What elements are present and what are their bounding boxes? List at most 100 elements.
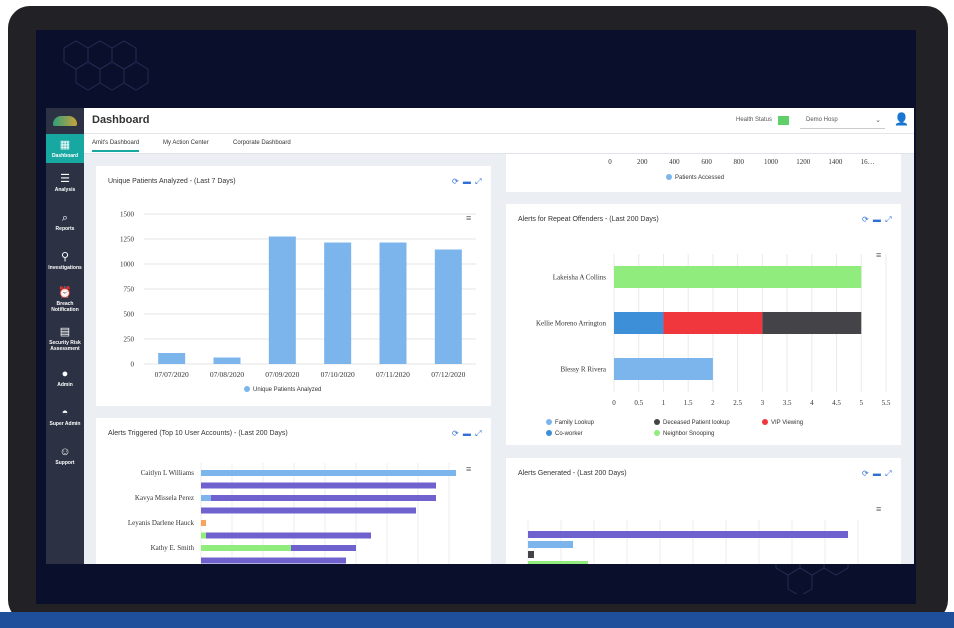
sidebar-item-label: Security Risk Assessment xyxy=(49,339,81,352)
bar-segment[interactable] xyxy=(614,266,862,288)
alerts-triggered-chart: Caitlyn L Williams Kavya Missela Perez Ley… xyxy=(128,463,456,564)
x-tick-label: 4 xyxy=(810,399,814,407)
chart-legend-item[interactable]: Co-worker xyxy=(546,430,583,437)
bar-segment[interactable] xyxy=(614,358,713,380)
bar-segment[interactable] xyxy=(528,541,573,548)
bar-segment[interactable] xyxy=(201,532,206,539)
card-toolbar-icons[interactable]: ⟳ ▬ ⤢ xyxy=(452,177,483,186)
card-title: Unique Patients Analyzed - (Last 7 Days) xyxy=(108,178,236,185)
bar-segment[interactable] xyxy=(206,532,371,539)
bar-segment[interactable] xyxy=(528,561,588,564)
sidebar-item-reports[interactable]: ⌕ Reports xyxy=(46,202,84,241)
chart-menu-icon[interactable]: ≡ xyxy=(876,250,882,260)
card-title: Alerts Triggered (Top 10 User Accounts) … xyxy=(108,430,288,437)
card-toolbar-icons[interactable]: ⟳ ▬ ⤢ xyxy=(452,429,483,438)
app-logo xyxy=(46,108,84,134)
sidebar-item-investigations[interactable]: ⚲ Investigations xyxy=(46,241,84,280)
bar[interactable] xyxy=(213,357,241,365)
x-tick-label: 07/09/2020 xyxy=(265,370,299,379)
y-category-label: Kathy E. Smith xyxy=(151,544,195,552)
chart-legend-item[interactable]: VIP Viewing xyxy=(762,419,803,426)
dashboard-icon: ▦ xyxy=(59,138,71,151)
card-toolbar-icons[interactable]: ⟳ ▬ ⤢ xyxy=(862,469,893,478)
x-tick-label: 800 xyxy=(734,158,745,166)
x-tick-label: 1 xyxy=(662,399,666,407)
chart-menu-icon[interactable]: ≡ xyxy=(466,464,472,474)
bar-segment[interactable] xyxy=(528,531,848,538)
chart-legend[interactable]: Patients Accessed xyxy=(666,174,724,181)
bar[interactable] xyxy=(434,249,462,365)
sidebar-item-breach-notification[interactable]: ⏰ Breach Notification xyxy=(46,280,84,319)
sidebar-item-label: Analysis xyxy=(54,186,76,193)
repeat-offenders-chart: 0 0.5 1 1.5 2 2.5 3 3.5 4 4.5 5 5.5 Lakeisha A Colli… xyxy=(536,254,891,407)
bar-segment[interactable] xyxy=(201,520,206,526)
alerts-generated-chart xyxy=(527,520,859,564)
bar-segment[interactable] xyxy=(201,557,346,564)
sidebar-item-security-risk-assessment[interactable]: ▤ Security Risk Assessment xyxy=(46,319,84,358)
health-status-indicator xyxy=(778,116,789,125)
x-tick-label: 07/10/2020 xyxy=(321,370,355,379)
tab-my-action-center[interactable]: My Action Center xyxy=(163,140,209,146)
x-tick-label: 16… xyxy=(861,158,875,166)
chart-legend-item[interactable]: Family Lookup xyxy=(546,419,594,426)
chart-menu-icon[interactable]: ≡ xyxy=(876,504,882,514)
chevron-down-icon: ⌄ xyxy=(875,117,881,124)
background-strip xyxy=(0,612,954,628)
bar-segment[interactable] xyxy=(614,312,664,334)
y-category-label: Leyanis Darlene Hauck xyxy=(128,519,195,527)
x-tick-label: 200 xyxy=(637,158,648,166)
chart-legend[interactable]: Unique Patients Analyzed xyxy=(244,386,321,393)
y-tick-label: 1250 xyxy=(120,236,135,244)
x-tick-label: 07/08/2020 xyxy=(210,370,244,379)
bar[interactable] xyxy=(158,353,186,364)
bar-segment[interactable] xyxy=(211,495,436,501)
x-tick-label: 0 xyxy=(608,158,612,166)
sidebar-item-super-admin[interactable]: ◓ Super Admin xyxy=(46,397,84,436)
x-tick-label: 0.5 xyxy=(634,399,643,407)
sidebar-item-support[interactable]: ☺ Support xyxy=(46,436,84,475)
bar-segment[interactable] xyxy=(663,312,763,334)
sidebar-item-dashboard[interactable]: ▦ Dashboard xyxy=(46,134,84,163)
bar-segment[interactable] xyxy=(762,312,862,334)
tab-amits-dashboard[interactable]: Amit's Dashboard xyxy=(92,140,140,152)
bar[interactable] xyxy=(379,242,407,365)
bar-segment[interactable] xyxy=(201,545,291,551)
x-tick-label: 1000 xyxy=(764,158,779,166)
x-tick-label: 4.5 xyxy=(832,399,841,407)
legend-label: Unique Patients Analyzed xyxy=(253,387,322,393)
x-tick-label: 2 xyxy=(711,399,715,407)
sidebar-item-admin[interactable]: ● Admin xyxy=(46,358,84,397)
chart-menu-icon[interactable]: ≡ xyxy=(466,213,472,223)
bar[interactable] xyxy=(324,242,352,365)
hospital-select[interactable]: Demo Hosp ⌄ xyxy=(800,113,885,129)
hospital-select-value: Demo Hosp xyxy=(806,117,838,123)
bar-segment[interactable] xyxy=(201,470,456,476)
bar-segment[interactable] xyxy=(201,495,211,501)
y-tick-label: 750 xyxy=(124,286,135,294)
bar-segment[interactable] xyxy=(528,551,534,558)
top-bar: Dashboard Health Status Demo Hosp ⌄ 👤 xyxy=(84,108,914,134)
bar[interactable] xyxy=(268,236,296,365)
user-avatar-icon[interactable]: 👤 xyxy=(894,112,909,126)
admin-icon: ● xyxy=(61,367,69,380)
y-tick-label: 1000 xyxy=(120,261,135,269)
legend-marker xyxy=(546,419,552,425)
bar-segment[interactable] xyxy=(291,545,356,551)
x-tick-label: 1400 xyxy=(828,158,843,166)
sidebar-item-analysis[interactable]: ☰ Analysis xyxy=(46,163,84,202)
card-toolbar-icons[interactable]: ⟳ ▬ ⤢ xyxy=(862,215,893,224)
tab-corporate-dashboard[interactable]: Corporate Dashboard xyxy=(233,140,291,146)
chart-legend-item[interactable]: Deceased Patient lookup xyxy=(654,419,730,426)
investigation-icon: ⚲ xyxy=(60,250,70,263)
x-tick-label: 07/07/2020 xyxy=(155,370,189,379)
bar-segment[interactable] xyxy=(201,507,416,514)
chart-legend-item[interactable]: Neighbor Snooping xyxy=(654,430,714,437)
sidebar-item-label: Dashboard xyxy=(51,152,79,159)
sidebar-nav: ▦ Dashboard ☰ Analysis ⌕ Reports ⚲ Investigatio… xyxy=(46,134,84,475)
analysis-icon: ☰ xyxy=(60,172,70,185)
x-tick-label: 1.5 xyxy=(684,399,693,407)
bar-segment[interactable] xyxy=(201,482,436,489)
y-tick-label: 250 xyxy=(124,336,135,344)
x-tick-label: 07/11/2020 xyxy=(376,370,410,379)
alerts-generated-card: Alerts Generated - (Last 200 Days) ⟳ ▬ ⤢… xyxy=(506,458,901,564)
